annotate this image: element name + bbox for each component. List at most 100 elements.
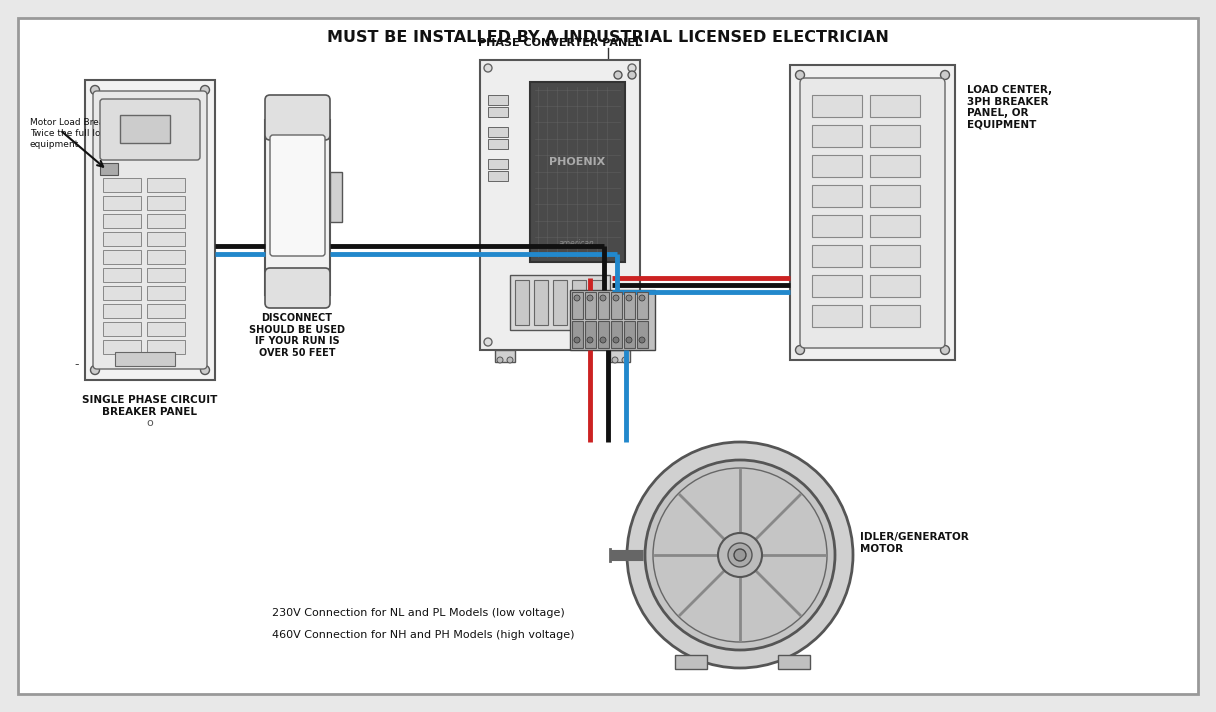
Bar (488, 107, 508, 117)
Text: o: o (147, 418, 153, 428)
Bar (869, 125, 921, 147)
Bar (778, 655, 810, 669)
Bar (812, 245, 862, 267)
Bar (147, 340, 185, 354)
Bar (591, 280, 606, 325)
Bar (85, 80, 215, 380)
Bar (147, 304, 185, 318)
Bar (812, 125, 862, 147)
Circle shape (734, 549, 745, 561)
Bar (598, 292, 609, 319)
Circle shape (574, 337, 580, 343)
Bar (585, 321, 596, 348)
Bar (147, 232, 185, 246)
Circle shape (201, 85, 209, 95)
Bar (495, 350, 516, 362)
Bar (516, 280, 529, 325)
Bar (488, 171, 508, 181)
Bar (570, 290, 655, 350)
Bar (100, 163, 118, 175)
FancyBboxPatch shape (92, 91, 207, 369)
Circle shape (644, 460, 835, 650)
Bar (120, 115, 170, 143)
Bar (265, 120, 330, 295)
Bar (488, 159, 508, 169)
Bar (103, 340, 141, 354)
Bar (103, 286, 141, 300)
Circle shape (587, 337, 593, 343)
Bar (488, 139, 508, 149)
Text: 230V Connection for NL and PL Models (low voltage): 230V Connection for NL and PL Models (lo… (272, 608, 564, 618)
Circle shape (613, 295, 619, 301)
Bar (610, 292, 623, 319)
FancyBboxPatch shape (800, 78, 945, 348)
Bar (869, 305, 921, 327)
Bar (103, 178, 141, 192)
Circle shape (728, 543, 751, 567)
Text: SINGLE PHASE CIRCUIT
BREAKER PANEL: SINGLE PHASE CIRCUIT BREAKER PANEL (83, 395, 218, 417)
Text: PHOENIX: PHOENIX (548, 157, 606, 167)
Circle shape (638, 295, 644, 301)
Bar (812, 155, 862, 177)
Bar (147, 250, 185, 264)
Bar (553, 280, 567, 325)
Bar (790, 65, 955, 360)
Bar (103, 196, 141, 210)
Circle shape (627, 71, 636, 79)
Bar (103, 214, 141, 228)
Circle shape (626, 295, 632, 301)
Bar (147, 322, 185, 336)
Circle shape (614, 71, 623, 79)
Bar (869, 275, 921, 297)
Bar (572, 280, 586, 325)
Circle shape (627, 64, 636, 72)
Bar (869, 95, 921, 117)
Circle shape (627, 442, 852, 668)
FancyBboxPatch shape (265, 268, 330, 308)
Bar (812, 275, 862, 297)
Bar (147, 286, 185, 300)
Bar (585, 292, 596, 319)
Circle shape (599, 295, 606, 301)
Bar (510, 275, 610, 330)
Bar (147, 196, 185, 210)
Bar (147, 268, 185, 282)
Circle shape (507, 357, 513, 363)
Circle shape (599, 337, 606, 343)
Circle shape (484, 64, 492, 72)
Circle shape (484, 338, 492, 346)
Text: IDLER/GENERATOR
MOTOR: IDLER/GENERATOR MOTOR (860, 532, 969, 554)
Bar (675, 655, 706, 669)
Bar (812, 185, 862, 207)
Bar (147, 178, 185, 192)
Text: -: - (74, 359, 79, 372)
Circle shape (587, 295, 593, 301)
Bar (103, 250, 141, 264)
Circle shape (612, 357, 618, 363)
Circle shape (90, 365, 100, 375)
FancyBboxPatch shape (270, 135, 325, 256)
Circle shape (497, 357, 503, 363)
Bar (103, 304, 141, 318)
FancyBboxPatch shape (265, 95, 330, 140)
Circle shape (90, 85, 100, 95)
Circle shape (638, 337, 644, 343)
Bar (812, 215, 862, 237)
Circle shape (717, 533, 762, 577)
Bar (869, 155, 921, 177)
Bar (869, 245, 921, 267)
Bar (530, 82, 625, 262)
FancyBboxPatch shape (100, 99, 199, 160)
Bar (812, 305, 862, 327)
Bar (572, 321, 582, 348)
Bar (869, 185, 921, 207)
Bar (103, 268, 141, 282)
Bar (610, 321, 623, 348)
Circle shape (574, 295, 580, 301)
Bar (637, 321, 648, 348)
Circle shape (627, 338, 636, 346)
Circle shape (795, 70, 805, 80)
Text: 460V Connection for NH and PH Models (high voltage): 460V Connection for NH and PH Models (hi… (272, 630, 574, 640)
Circle shape (613, 337, 619, 343)
Bar (812, 95, 862, 117)
